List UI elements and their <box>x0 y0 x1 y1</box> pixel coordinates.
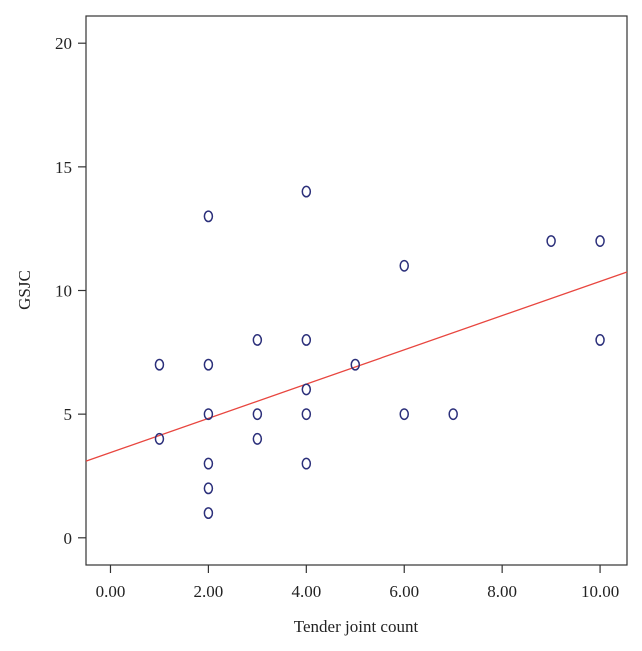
data-point <box>595 235 605 247</box>
data-point <box>203 482 214 495</box>
data-point <box>301 185 312 198</box>
x-axis: 0.00 2.00 4.00 6.00 8.00 10.00 <box>96 565 619 601</box>
fit-line <box>85 271 628 462</box>
data-point <box>203 358 214 371</box>
data-point <box>203 507 214 520</box>
data-point <box>301 457 312 470</box>
y-tick-label: 5 <box>64 405 73 424</box>
plot-frame <box>85 15 628 566</box>
data-point <box>595 334 605 346</box>
y-tick-label: 10 <box>55 282 72 301</box>
data-point <box>203 210 214 223</box>
y-tick-label: 15 <box>55 158 72 177</box>
data-point <box>301 334 312 346</box>
y-axis-label: GSJC <box>15 270 34 310</box>
data-point <box>203 408 214 421</box>
data-points <box>154 185 605 520</box>
data-point <box>252 334 263 346</box>
y-axis: 0 5 10 15 20 <box>55 34 86 548</box>
data-point <box>252 408 263 421</box>
data-point <box>154 432 165 445</box>
data-point <box>399 408 409 421</box>
data-point <box>448 408 458 421</box>
x-tick-label: 0.00 <box>96 582 126 601</box>
x-axis-label: Tender joint count <box>294 617 419 636</box>
data-point <box>203 457 214 470</box>
data-point <box>301 408 312 421</box>
x-tick-label: 6.00 <box>389 582 419 601</box>
data-point <box>252 432 263 445</box>
x-tick-label: 2.00 <box>194 582 224 601</box>
y-tick-label: 20 <box>55 34 72 53</box>
x-tick-label: 10.00 <box>581 582 619 601</box>
data-point <box>546 235 556 247</box>
data-point <box>154 358 165 371</box>
y-tick-label: 0 <box>64 529 73 548</box>
x-tick-label: 4.00 <box>291 582 321 601</box>
data-point <box>301 383 312 396</box>
x-tick-label: 8.00 <box>487 582 517 601</box>
data-point <box>399 259 409 272</box>
data-point <box>350 358 361 371</box>
